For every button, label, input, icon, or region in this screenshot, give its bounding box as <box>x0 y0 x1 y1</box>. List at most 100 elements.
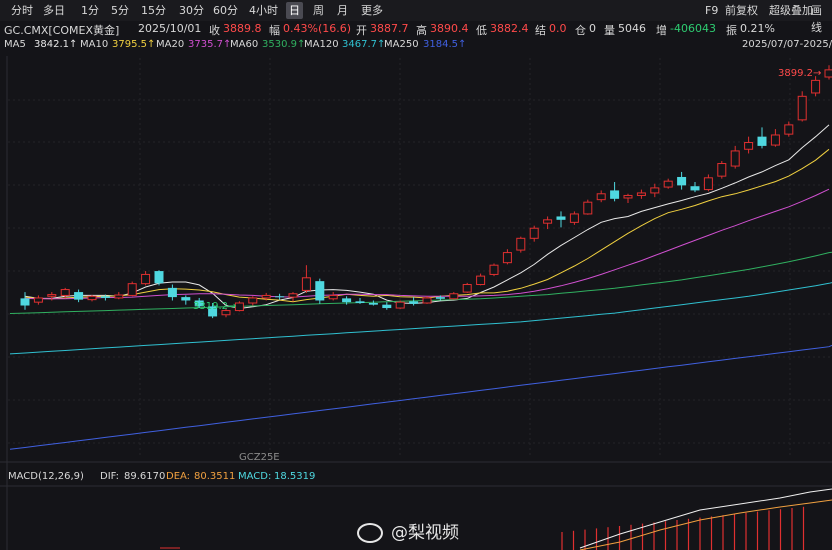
date-range: 2025/07/07-2025/ <box>742 39 832 50</box>
candle-body-up <box>502 252 512 264</box>
candle-body-down <box>368 302 378 305</box>
ma-line-ma60 <box>9 251 832 314</box>
period-tab-3[interactable]: 5分 <box>111 4 129 17</box>
date-label: 2025/10/01 <box>138 22 202 35</box>
candle-body-down <box>690 186 700 191</box>
toolbar-action-2[interactable]: 超级叠加 <box>769 4 813 17</box>
ma250-value: 3184.5↑ <box>423 39 467 50</box>
candle-body-up <box>717 163 727 177</box>
candle-body-up <box>288 293 298 298</box>
period-tab-1[interactable]: 多日 <box>43 4 65 17</box>
ma60-value: 3530.9↑ <box>262 39 306 50</box>
close-caption: 收 <box>209 24 220 37</box>
candle-body-up <box>811 79 821 94</box>
candle-body-up <box>784 124 794 135</box>
high-value: 3890.4 <box>430 22 469 35</box>
toolbar-action-0[interactable]: F9 <box>705 4 719 17</box>
candle-body-down <box>342 298 352 303</box>
candle-body-up <box>248 297 258 304</box>
toolbar-action-3[interactable]: 画线 <box>811 4 822 34</box>
ma5-caption: MA5 <box>4 39 26 50</box>
ma60-caption: MA60 <box>230 39 259 50</box>
oi-caption: 仓 <box>575 24 586 37</box>
candle-body-up <box>730 150 740 167</box>
period-tab-10[interactable]: 月 <box>337 4 348 17</box>
quote-info-row: GC.CMX[COMEX黄金] 2025/10/01 收 3889.8 幅 0.… <box>0 21 832 38</box>
candle-body-up <box>476 275 486 286</box>
candle-body-down <box>556 216 566 220</box>
candle-body-up <box>395 301 405 309</box>
period-tab-2[interactable]: 1分 <box>81 4 99 17</box>
ma-line-ma120 <box>9 282 832 355</box>
period-tab-8[interactable]: 日 <box>286 2 303 19</box>
change-value: 0.43%(16.6) <box>283 22 352 35</box>
high-price-marker: 3899.2→ <box>778 68 821 79</box>
candle-body-down <box>100 296 110 298</box>
dea-caption: DEA: <box>166 471 191 482</box>
candle-body-up <box>114 294 124 299</box>
candle-body-up <box>127 283 137 296</box>
macd-hist-caption: MACD: <box>238 471 272 482</box>
candle-body-down <box>610 190 620 199</box>
macd-caption: MACD(12,26,9) <box>8 471 84 482</box>
watermark-text: @梨视频 <box>391 523 459 543</box>
candle-body-down <box>167 287 177 298</box>
ma20-caption: MA20 <box>156 39 185 50</box>
high-caption: 高 <box>416 24 427 37</box>
candle-body-up <box>449 293 459 300</box>
candle-body-up <box>663 180 673 188</box>
toolbar-action-1[interactable]: 前复权 <box>725 4 758 17</box>
candle-body-down <box>355 301 365 303</box>
period-tab-5[interactable]: 30分 <box>179 4 204 17</box>
low-caption: 低 <box>476 24 487 37</box>
candle-body-up <box>623 194 633 199</box>
period-tab-11[interactable]: 更多 <box>361 4 383 17</box>
candle-body-up <box>703 177 713 191</box>
ma120-caption: MA120 <box>304 39 339 50</box>
candle-body-up <box>516 237 526 251</box>
candle-body-down <box>409 301 419 304</box>
candle-body-up <box>529 227 539 239</box>
dif-value: 89.6170 <box>124 471 166 482</box>
candle-body-up <box>301 277 311 291</box>
candle-body-up <box>234 302 244 312</box>
candle-body-down <box>74 292 84 300</box>
macd-hist-value: 18.5319 <box>274 471 316 482</box>
period-tab-7[interactable]: 4小时 <box>249 4 278 17</box>
macd-dif-line <box>579 488 832 549</box>
open-value: 3887.7 <box>370 22 409 35</box>
candle-body-down <box>20 298 30 306</box>
candle-body-up <box>422 297 432 304</box>
vol-caption: 量 <box>604 24 615 37</box>
candle-body-up <box>221 310 231 316</box>
candle-body-up <box>797 95 807 121</box>
candle-body-up <box>636 192 646 196</box>
candle-body-down <box>275 296 285 298</box>
symbol-label[interactable]: GC.CMX[COMEX黄金] <box>4 24 120 37</box>
period-tab-4[interactable]: 15分 <box>141 4 166 17</box>
candle-body-up <box>650 187 660 194</box>
candle-body-down <box>435 297 445 299</box>
period-tab-0[interactable]: 分时 <box>11 4 33 17</box>
candle-body-down <box>315 281 325 301</box>
ma-legend-row: MA5 3842.1↑ MA10 3795.5↑ MA20 3735.7↑ MA… <box>0 38 832 54</box>
period-tab-9[interactable]: 周 <box>313 4 324 17</box>
dea-value: 80.3511 <box>194 471 236 482</box>
candle-body-up <box>141 273 151 285</box>
candle-body-up <box>770 134 780 146</box>
candle-body-up <box>33 297 43 303</box>
settle-caption: 结 <box>535 24 546 37</box>
ma20-value: 3735.7↑ <box>188 39 232 50</box>
ma10-value: 3795.5↑ <box>112 39 156 50</box>
amp-value: 0.21% <box>740 22 775 35</box>
candle-body-down <box>208 306 218 317</box>
open-caption: 开 <box>356 24 367 37</box>
candle-body-up <box>60 289 70 296</box>
period-tab-6[interactable]: 60分 <box>213 4 238 17</box>
oi-value: 0 <box>589 22 596 35</box>
inc-caption: 增 <box>656 24 667 37</box>
candle-body-up <box>47 294 57 297</box>
watermark: @梨视频 <box>357 518 459 543</box>
close-value: 3889.8 <box>223 22 262 35</box>
